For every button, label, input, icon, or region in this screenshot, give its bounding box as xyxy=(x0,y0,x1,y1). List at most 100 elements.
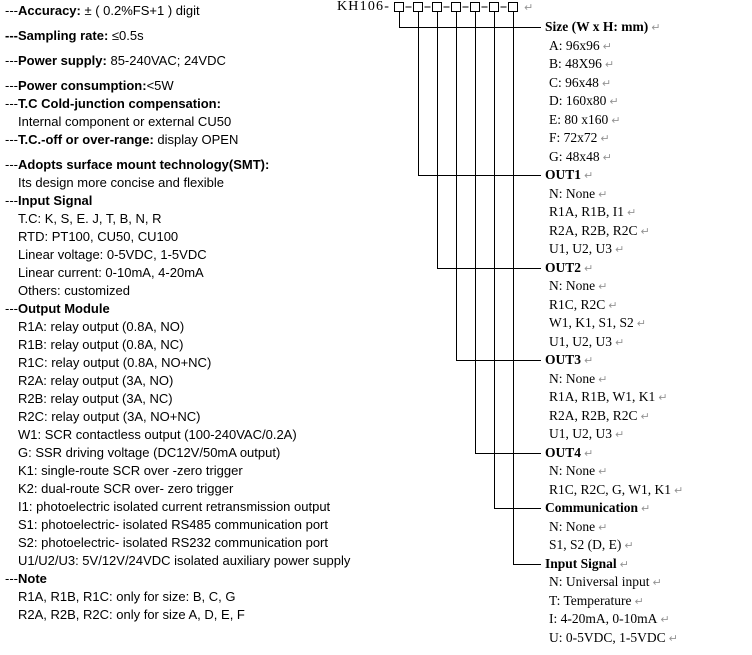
legend-item: I: 4-20mA, 0-10mA ↵ xyxy=(549,611,670,626)
code-box xyxy=(451,2,461,12)
spec-line: Internal component or external CU50 xyxy=(18,114,232,129)
connector-line xyxy=(494,11,541,509)
return-mark-icon: ↵ xyxy=(598,372,608,386)
spec-line: R1C: relay output (0.8A, NO+NC) xyxy=(18,355,212,370)
spec-line: R1B: relay output (0.8A, NC) xyxy=(18,337,184,352)
legend-item: A: 96x96 ↵ xyxy=(549,37,612,53)
legend-item: T: Temperature ↵ xyxy=(549,592,644,608)
spec-line: ---Power supply: 85-240VAC; 24VDC xyxy=(5,53,226,68)
spec-line: Its design more concise and flexible xyxy=(18,175,224,190)
spec-line: ---Input Signal xyxy=(5,193,93,208)
spec-line: K2: dual-route SCR over- zero trigger xyxy=(18,481,234,496)
spec-list: ---Accuracy: ± ( 0.2%FS+1 ) digit ---Samp… xyxy=(5,2,350,624)
return-mark-icon: ↵ xyxy=(584,354,594,367)
return-mark-icon: ↵ xyxy=(598,187,608,201)
code-box xyxy=(394,2,404,12)
legend-item: U1, U2, U3 ↵ xyxy=(549,241,625,256)
legend-item: N: None ↵ xyxy=(549,370,608,386)
legend-item: U1, U2, U3 ↵ xyxy=(549,333,625,349)
return-mark-icon: ↵ xyxy=(634,594,644,608)
return-mark-icon: ↵ xyxy=(608,298,618,312)
order-code-legend: Size (W x H: mm) ↵ A: 96x96 ↵ B: 48X96 ↵ C: 96… xyxy=(545,18,683,647)
return-mark-icon: ↵ xyxy=(584,446,594,460)
return-mark-icon: ↵ xyxy=(602,150,612,164)
legend-item: G: 48x48 ↵ xyxy=(549,148,612,164)
spec-line: G: SSR driving voltage (DC12V/50mA outpu… xyxy=(18,445,281,460)
return-mark-icon: ↵ xyxy=(598,280,608,293)
return-mark-icon: ↵ xyxy=(636,317,646,330)
legend-item: U: 0-5VDC, 1-5VDC ↵ xyxy=(549,629,678,645)
return-mark-icon: ↵ xyxy=(524,1,534,14)
legend-group-label: OUT4 ↵ xyxy=(545,444,594,460)
return-mark-icon: ↵ xyxy=(658,391,668,404)
connector-line xyxy=(475,11,541,454)
return-mark-icon: ↵ xyxy=(640,409,650,423)
legend-item: U1, U2, U3 ↵ xyxy=(549,426,625,441)
return-mark-icon: ↵ xyxy=(660,613,670,626)
legend-item: R1A, R1B, I1 ↵ xyxy=(549,204,637,219)
code-box xyxy=(508,2,518,12)
legend-item: R2A, R2B, R2C ↵ xyxy=(549,222,650,238)
spec-line: R2A: relay output (3A, NO) xyxy=(18,373,174,388)
legend-item: B: 48X96 ↵ xyxy=(549,56,615,71)
legend-item: D: 160x80 ↵ xyxy=(549,93,619,108)
return-mark-icon: ↵ xyxy=(584,261,594,275)
spec-line: S1: photoelectric- isolated RS485 commun… xyxy=(18,517,328,532)
return-mark-icon: ↵ xyxy=(604,58,615,71)
connector-line xyxy=(418,11,541,176)
code-box xyxy=(432,2,442,12)
connector-line xyxy=(399,11,541,28)
legend-group-label: Input Signal ↵ xyxy=(545,555,629,571)
spec-line: U1/U2/U3: 5V/12V/24VDC isolated auxiliar… xyxy=(18,553,351,568)
code-box xyxy=(413,2,423,12)
return-mark-icon: ↵ xyxy=(615,243,625,256)
legend-item: F: 72x72 ↵ xyxy=(549,130,610,145)
spec-line: Linear voltage: 0-5VDC, 1-5VDC xyxy=(18,247,207,262)
legend-item: R1A, R1B, W1, K1 ↵ xyxy=(549,389,668,404)
return-mark-icon: ↵ xyxy=(641,502,651,515)
return-mark-icon: ↵ xyxy=(598,520,608,534)
return-mark-icon: ↵ xyxy=(602,39,612,53)
legend-item: N: Universal input ↵ xyxy=(549,574,662,589)
return-mark-icon: ↵ xyxy=(615,428,625,441)
spec-line: ---Output Module xyxy=(5,301,110,316)
legend-item: N: None ↵ xyxy=(549,185,608,201)
spec-line: RTD: PT100, CU50, CU100 xyxy=(18,229,179,244)
connector-line xyxy=(437,11,541,269)
legend-group-label: OUT3 ↵ xyxy=(545,352,594,367)
legend-item: N: None ↵ xyxy=(549,463,608,478)
return-mark-icon: ↵ xyxy=(640,224,650,238)
spec-line: R1A, R1B, R1C: only for size: B, C, G xyxy=(18,589,236,604)
spec-line: Others: customized xyxy=(18,283,130,298)
spec-line: S2: photoelectric- isolated RS232 commun… xyxy=(18,535,328,550)
return-mark-icon: ↵ xyxy=(598,465,608,478)
return-mark-icon: ↵ xyxy=(674,483,684,497)
spec-line: R1A: relay output (0.8A, NO) xyxy=(18,319,185,334)
spec-line: Linear current: 0-10mA, 4-20mA xyxy=(18,265,204,280)
return-mark-icon: ↵ xyxy=(668,631,678,645)
code-box xyxy=(489,2,499,12)
legend-item: R1C, R2C ↵ xyxy=(549,296,618,312)
spec-line: R2A, R2B, R2C: only for size A, D, E, F xyxy=(18,607,245,622)
spec-line: T.C: K, S, E. J, T, B, N, R xyxy=(18,211,162,226)
return-mark-icon: ↵ xyxy=(627,206,637,219)
spec-line: W1: SCR contactless output (100-240VAC/0… xyxy=(18,427,297,442)
spec-line: ---T.C Cold-junction compensation: xyxy=(5,96,221,111)
return-mark-icon: ↵ xyxy=(652,576,662,589)
legend-group-label: Communication ↵ xyxy=(545,500,651,515)
spec-line: R2B: relay output (3A, NC) xyxy=(18,391,173,406)
model-prefix: KH106- xyxy=(337,0,391,14)
spec-line: ---Note xyxy=(5,571,47,586)
spec-line: ---Accuracy: ± ( 0.2%FS+1 ) digit xyxy=(5,3,200,18)
code-box xyxy=(470,2,480,12)
spec-line: I1: photoelectric isolated current retra… xyxy=(18,499,331,514)
spec-line: R2C: relay output (3A, NO+NC) xyxy=(18,409,201,424)
return-mark-icon: ↵ xyxy=(600,132,610,145)
return-mark-icon: ↵ xyxy=(624,539,634,552)
legend-item: R2A, R2B, R2C ↵ xyxy=(549,407,650,423)
legend-group-label: OUT1 ↵ xyxy=(545,167,594,182)
return-mark-icon: ↵ xyxy=(619,557,629,571)
legend-item: E: 80 x160 ↵ xyxy=(549,111,621,127)
connector-line xyxy=(513,11,541,565)
